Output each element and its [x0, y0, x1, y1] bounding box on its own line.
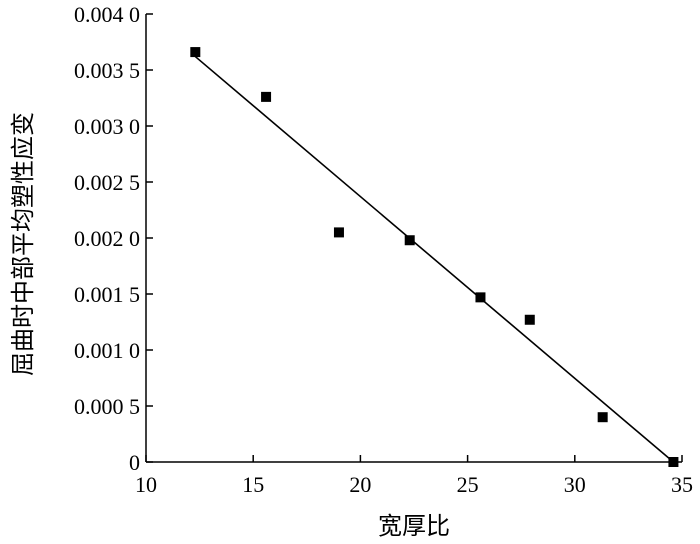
y-tick-label: 0.001 5 [74, 282, 140, 307]
data-point [333, 227, 344, 238]
data-point [475, 292, 486, 303]
x-tick-label: 15 [242, 472, 264, 497]
fit-line [194, 55, 674, 463]
data-point [261, 91, 272, 102]
x-tick-label: 20 [349, 472, 371, 497]
fit-line-group [194, 55, 674, 463]
x-tick-label: 25 [457, 472, 479, 497]
y-axis-title: 屈曲时中部平均塑性应变 [9, 112, 37, 376]
x-ticks: 10 15 20 25 30 35 [135, 455, 693, 497]
x-axis-title: 宽厚比 [378, 512, 450, 540]
y-tick-label: 0.003 5 [74, 58, 140, 83]
x-tick-label: 30 [564, 472, 586, 497]
y-tick-label: 0 [129, 450, 140, 475]
y-tick-label: 0.002 5 [74, 170, 140, 195]
data-point [668, 457, 679, 467]
y-tick-label: 0.004 0 [74, 2, 140, 27]
data-points [190, 47, 679, 467]
data-point [524, 314, 535, 325]
x-tick-label: 10 [135, 472, 157, 497]
y-tick-label: 0.003 0 [74, 114, 140, 139]
y-tick-label: 0.000 5 [74, 394, 140, 419]
y-tick-label: 0.001 0 [74, 338, 140, 363]
data-point [597, 412, 608, 423]
data-point [404, 235, 415, 246]
data-point [190, 47, 201, 58]
x-tick-label: 35 [671, 472, 693, 497]
y-ticks: 0 0.000 5 0.001 0 0.001 5 0.002 0 0.002 5 0.00… [74, 2, 153, 475]
y-tick-label: 0.002 0 [74, 226, 140, 251]
